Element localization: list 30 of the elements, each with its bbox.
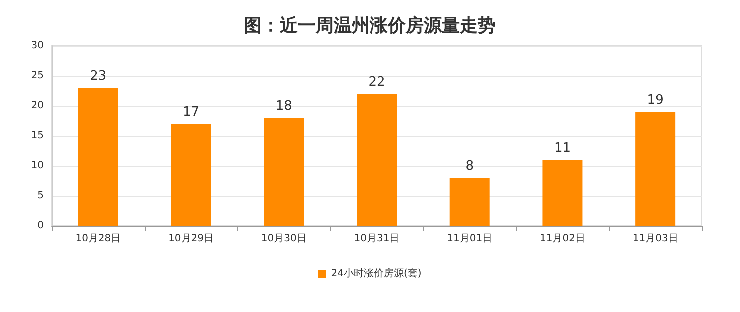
bar (264, 118, 304, 226)
data-label: 19 (647, 93, 664, 108)
x-tick-label: 10月31日 (354, 234, 400, 244)
chart-title: 图：近一周温州涨价房源量走势 (244, 16, 496, 36)
data-label: 18 (276, 99, 292, 114)
bar (171, 124, 212, 226)
x-tick-label: 11月01日 (447, 234, 493, 244)
bar (542, 160, 583, 226)
y-tick-label: 30 (31, 40, 44, 52)
bar (450, 178, 490, 226)
legend-label: 24小时涨价房源(套) (331, 268, 422, 280)
data-label: 8 (466, 159, 474, 174)
x-tick-label: 11月03日 (632, 234, 678, 244)
data-label: 22 (368, 75, 386, 90)
x-tick-label: 10月30日 (261, 234, 307, 244)
bar (357, 94, 397, 226)
data-label: 17 (183, 105, 200, 120)
x-tick-label: 10月29日 (168, 234, 214, 244)
y-tick-label: 25 (31, 70, 44, 82)
x-tick-label: 10月28日 (76, 234, 122, 244)
y-tick-label: 10 (31, 160, 44, 172)
data-label: 11 (554, 141, 571, 156)
y-tick-label: 20 (31, 100, 44, 112)
data-label: 23 (90, 69, 107, 84)
y-tick-label: 0 (38, 220, 44, 232)
y-tick-label: 15 (31, 130, 44, 142)
x-tick-label: 11月02日 (540, 234, 586, 244)
bar (636, 112, 676, 226)
y-tick-label: 5 (38, 190, 44, 202)
bar (78, 88, 118, 226)
